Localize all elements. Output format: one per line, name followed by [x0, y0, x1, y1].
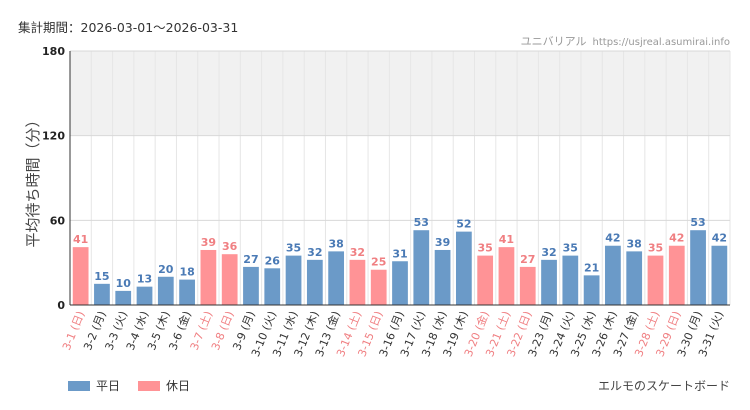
y-axis-label: 平均待ち時間（分） [24, 112, 42, 247]
bar [519, 266, 536, 305]
bar [477, 255, 494, 305]
bar [434, 249, 451, 305]
value-label: 35 [286, 242, 301, 255]
value-label: 26 [265, 254, 281, 267]
bar [541, 259, 557, 305]
value-label: 38 [328, 237, 343, 250]
value-label: 42 [669, 232, 684, 245]
period-label: 集計期間：2026-03-01〜2026-03-31 [18, 20, 239, 35]
value-label: 32 [307, 246, 322, 259]
bar [221, 254, 238, 305]
value-label: 35 [648, 242, 663, 255]
bar [392, 261, 408, 305]
bar [157, 276, 174, 305]
y-tick-label: 0 [57, 299, 65, 312]
legend-label-holiday: 休日 [166, 379, 191, 393]
value-label: 10 [116, 277, 132, 290]
bar [115, 290, 132, 305]
legend-item-holiday: 休日 [138, 377, 190, 394]
value-label: 18 [179, 266, 194, 279]
axes [69, 51, 730, 306]
legend: 平日 休日 [68, 377, 190, 394]
value-label: 27 [243, 253, 258, 266]
value-label: 42 [712, 232, 727, 245]
value-label: 25 [371, 256, 386, 269]
bar [626, 251, 643, 305]
attraction-name: エルモのスケートボード [597, 379, 730, 393]
value-label: 35 [563, 242, 578, 255]
bar [136, 286, 153, 305]
value-label: 41 [499, 233, 514, 246]
legend-swatch-weekday [68, 380, 90, 391]
value-label: 38 [627, 237, 642, 250]
value-label: 36 [222, 240, 238, 253]
bar [690, 230, 706, 305]
bar [179, 279, 195, 305]
site-credit: ユニバリアル https://usjreal.asumirai.info [521, 33, 730, 49]
bar [285, 255, 302, 305]
value-label: 31 [392, 247, 407, 260]
bar [370, 269, 387, 305]
value-label: 53 [690, 216, 705, 229]
bar [200, 249, 217, 305]
site-name: ユニバリアル [520, 35, 587, 48]
site-url: https://usjreal.asumirai.info [592, 37, 730, 48]
value-label: 13 [137, 273, 152, 286]
value-label: 27 [520, 253, 535, 266]
bar [647, 255, 664, 305]
value-label: 52 [456, 218, 471, 231]
value-label: 15 [94, 270, 109, 283]
bar [328, 251, 345, 305]
bar [668, 245, 685, 305]
value-label: 32 [541, 246, 556, 259]
bar [72, 247, 89, 305]
value-label: 41 [73, 233, 88, 246]
value-label: 32 [350, 246, 365, 259]
value-label: 53 [414, 216, 429, 229]
legend-swatch-holiday [138, 380, 161, 391]
y-tick-label: 60 [50, 214, 66, 227]
bar [264, 268, 281, 305]
shaded-band [70, 51, 730, 136]
legend-item-weekday: 平日 [68, 377, 120, 394]
value-label: 35 [478, 242, 493, 255]
bar [94, 283, 110, 305]
bar [583, 275, 600, 305]
bar [562, 255, 579, 305]
bar [306, 259, 323, 305]
bar [243, 266, 259, 305]
value-label: 39 [201, 236, 216, 249]
value-label: 20 [158, 263, 174, 276]
bars [72, 230, 728, 305]
bar [455, 231, 472, 305]
bar [605, 245, 621, 305]
value-label: 39 [435, 236, 450, 249]
bar [349, 259, 366, 305]
legend-label-weekday: 平日 [96, 379, 121, 393]
bar [711, 245, 728, 305]
value-label: 42 [605, 232, 620, 245]
y-tick-label: 120 [42, 130, 65, 143]
value-label: 21 [584, 261, 599, 274]
bar [413, 230, 430, 305]
bar [498, 247, 515, 305]
y-tick-label: 180 [42, 45, 65, 58]
